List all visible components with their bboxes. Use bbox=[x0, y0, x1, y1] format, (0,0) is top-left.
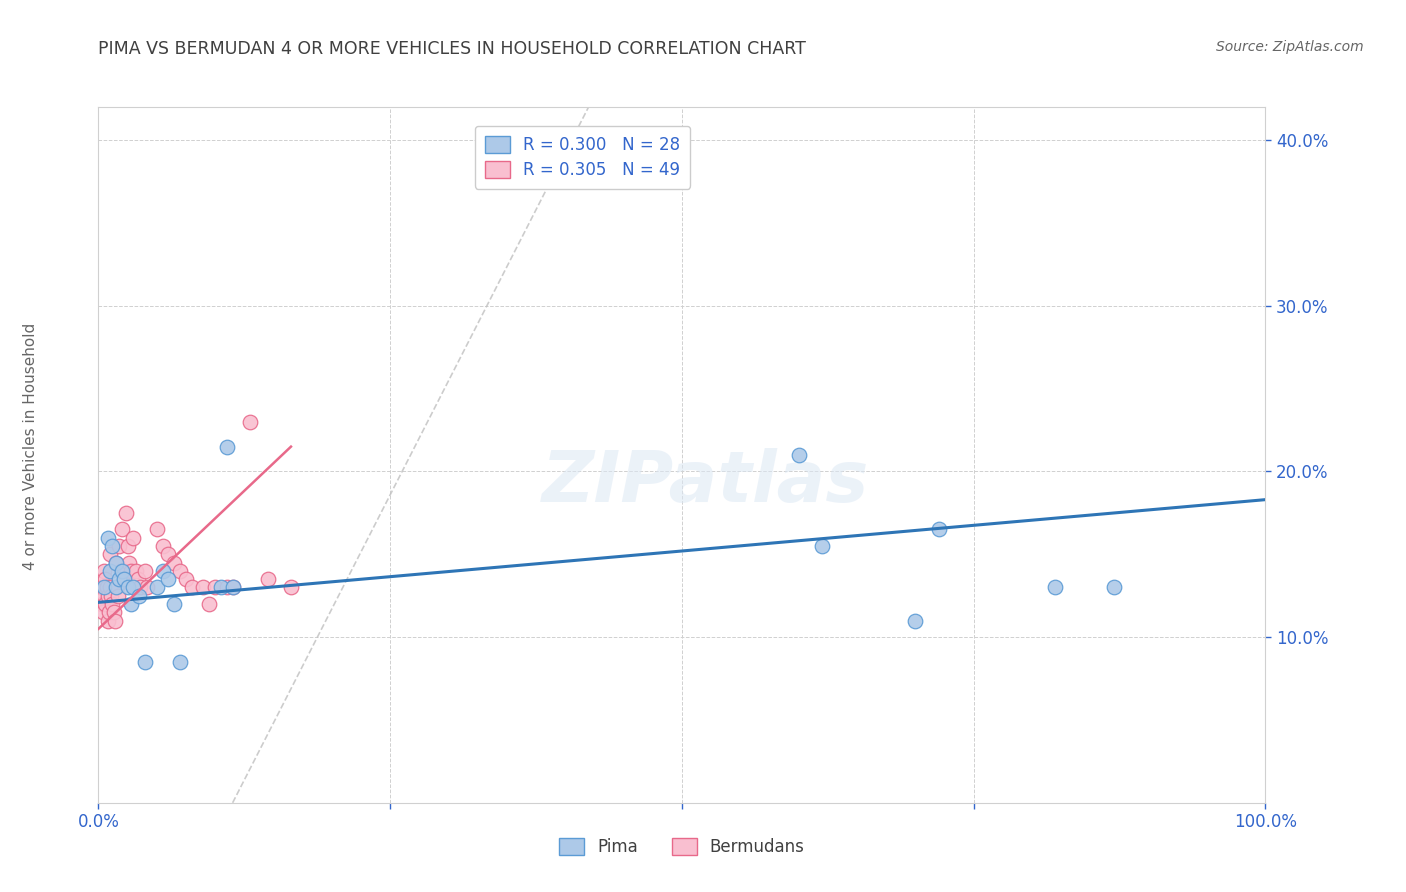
Point bbox=[100, 589, 122, 603]
Point bbox=[98, 581, 121, 595]
Point bbox=[157, 572, 180, 586]
Point bbox=[117, 581, 139, 595]
Point bbox=[98, 547, 121, 561]
Point bbox=[112, 572, 135, 586]
Point bbox=[204, 581, 226, 595]
Point bbox=[111, 523, 134, 537]
Point bbox=[239, 415, 262, 429]
Point bbox=[94, 597, 117, 611]
Point bbox=[904, 614, 927, 628]
Point bbox=[221, 581, 243, 595]
Point bbox=[169, 564, 191, 578]
Point bbox=[115, 506, 138, 520]
Point bbox=[928, 523, 950, 537]
Point bbox=[104, 581, 127, 595]
Point bbox=[198, 597, 221, 611]
Text: ZIPatlas: ZIPatlas bbox=[541, 449, 869, 517]
Point bbox=[97, 614, 120, 628]
Point bbox=[134, 655, 156, 669]
Point bbox=[215, 581, 238, 595]
Point bbox=[118, 556, 141, 570]
Point bbox=[97, 605, 120, 619]
Point bbox=[193, 581, 215, 595]
Point bbox=[105, 581, 128, 595]
Point bbox=[101, 597, 124, 611]
Point bbox=[104, 556, 127, 570]
Point bbox=[146, 581, 169, 595]
Point bbox=[104, 556, 127, 570]
Point bbox=[101, 539, 124, 553]
Point bbox=[117, 539, 139, 553]
Point bbox=[125, 564, 148, 578]
Point bbox=[1102, 581, 1125, 595]
Point bbox=[163, 556, 186, 570]
Point bbox=[146, 523, 169, 537]
Point bbox=[157, 547, 180, 561]
Point bbox=[108, 572, 131, 586]
Point bbox=[221, 581, 243, 595]
Point bbox=[94, 572, 117, 586]
Point bbox=[110, 564, 132, 578]
Point bbox=[811, 539, 834, 553]
Point bbox=[112, 564, 135, 578]
Point bbox=[134, 564, 156, 578]
Point bbox=[91, 605, 114, 619]
Point bbox=[122, 581, 145, 595]
Point bbox=[120, 564, 142, 578]
Point bbox=[163, 597, 186, 611]
Point bbox=[107, 589, 129, 603]
Text: 4 or more Vehicles in Household: 4 or more Vehicles in Household bbox=[24, 322, 38, 570]
Point bbox=[152, 539, 174, 553]
Point bbox=[93, 564, 115, 578]
Point bbox=[90, 581, 112, 595]
Point bbox=[104, 614, 127, 628]
Text: Source: ZipAtlas.com: Source: ZipAtlas.com bbox=[1216, 40, 1364, 54]
Point bbox=[180, 581, 202, 595]
Point bbox=[122, 531, 145, 545]
Point bbox=[129, 581, 152, 595]
Point bbox=[215, 440, 238, 454]
Point bbox=[97, 589, 120, 603]
Point bbox=[93, 581, 115, 595]
Point bbox=[787, 448, 810, 462]
Point bbox=[1045, 581, 1067, 595]
Point bbox=[98, 564, 121, 578]
Point bbox=[209, 581, 232, 595]
Point bbox=[93, 589, 115, 603]
Point bbox=[136, 581, 159, 595]
Point bbox=[120, 597, 142, 611]
Point bbox=[169, 655, 191, 669]
Text: PIMA VS BERMUDAN 4 OR MORE VEHICLES IN HOUSEHOLD CORRELATION CHART: PIMA VS BERMUDAN 4 OR MORE VEHICLES IN H… bbox=[98, 40, 806, 58]
Point bbox=[111, 564, 134, 578]
Point bbox=[90, 597, 112, 611]
Point bbox=[103, 605, 125, 619]
Point bbox=[127, 572, 149, 586]
Point bbox=[128, 589, 150, 603]
Point bbox=[152, 564, 174, 578]
Point bbox=[256, 572, 278, 586]
Point bbox=[97, 531, 120, 545]
Point bbox=[108, 539, 131, 553]
Point bbox=[174, 572, 197, 586]
Legend: Pima, Bermudans: Pima, Bermudans bbox=[551, 830, 813, 864]
Point bbox=[280, 581, 302, 595]
Point bbox=[96, 581, 118, 595]
